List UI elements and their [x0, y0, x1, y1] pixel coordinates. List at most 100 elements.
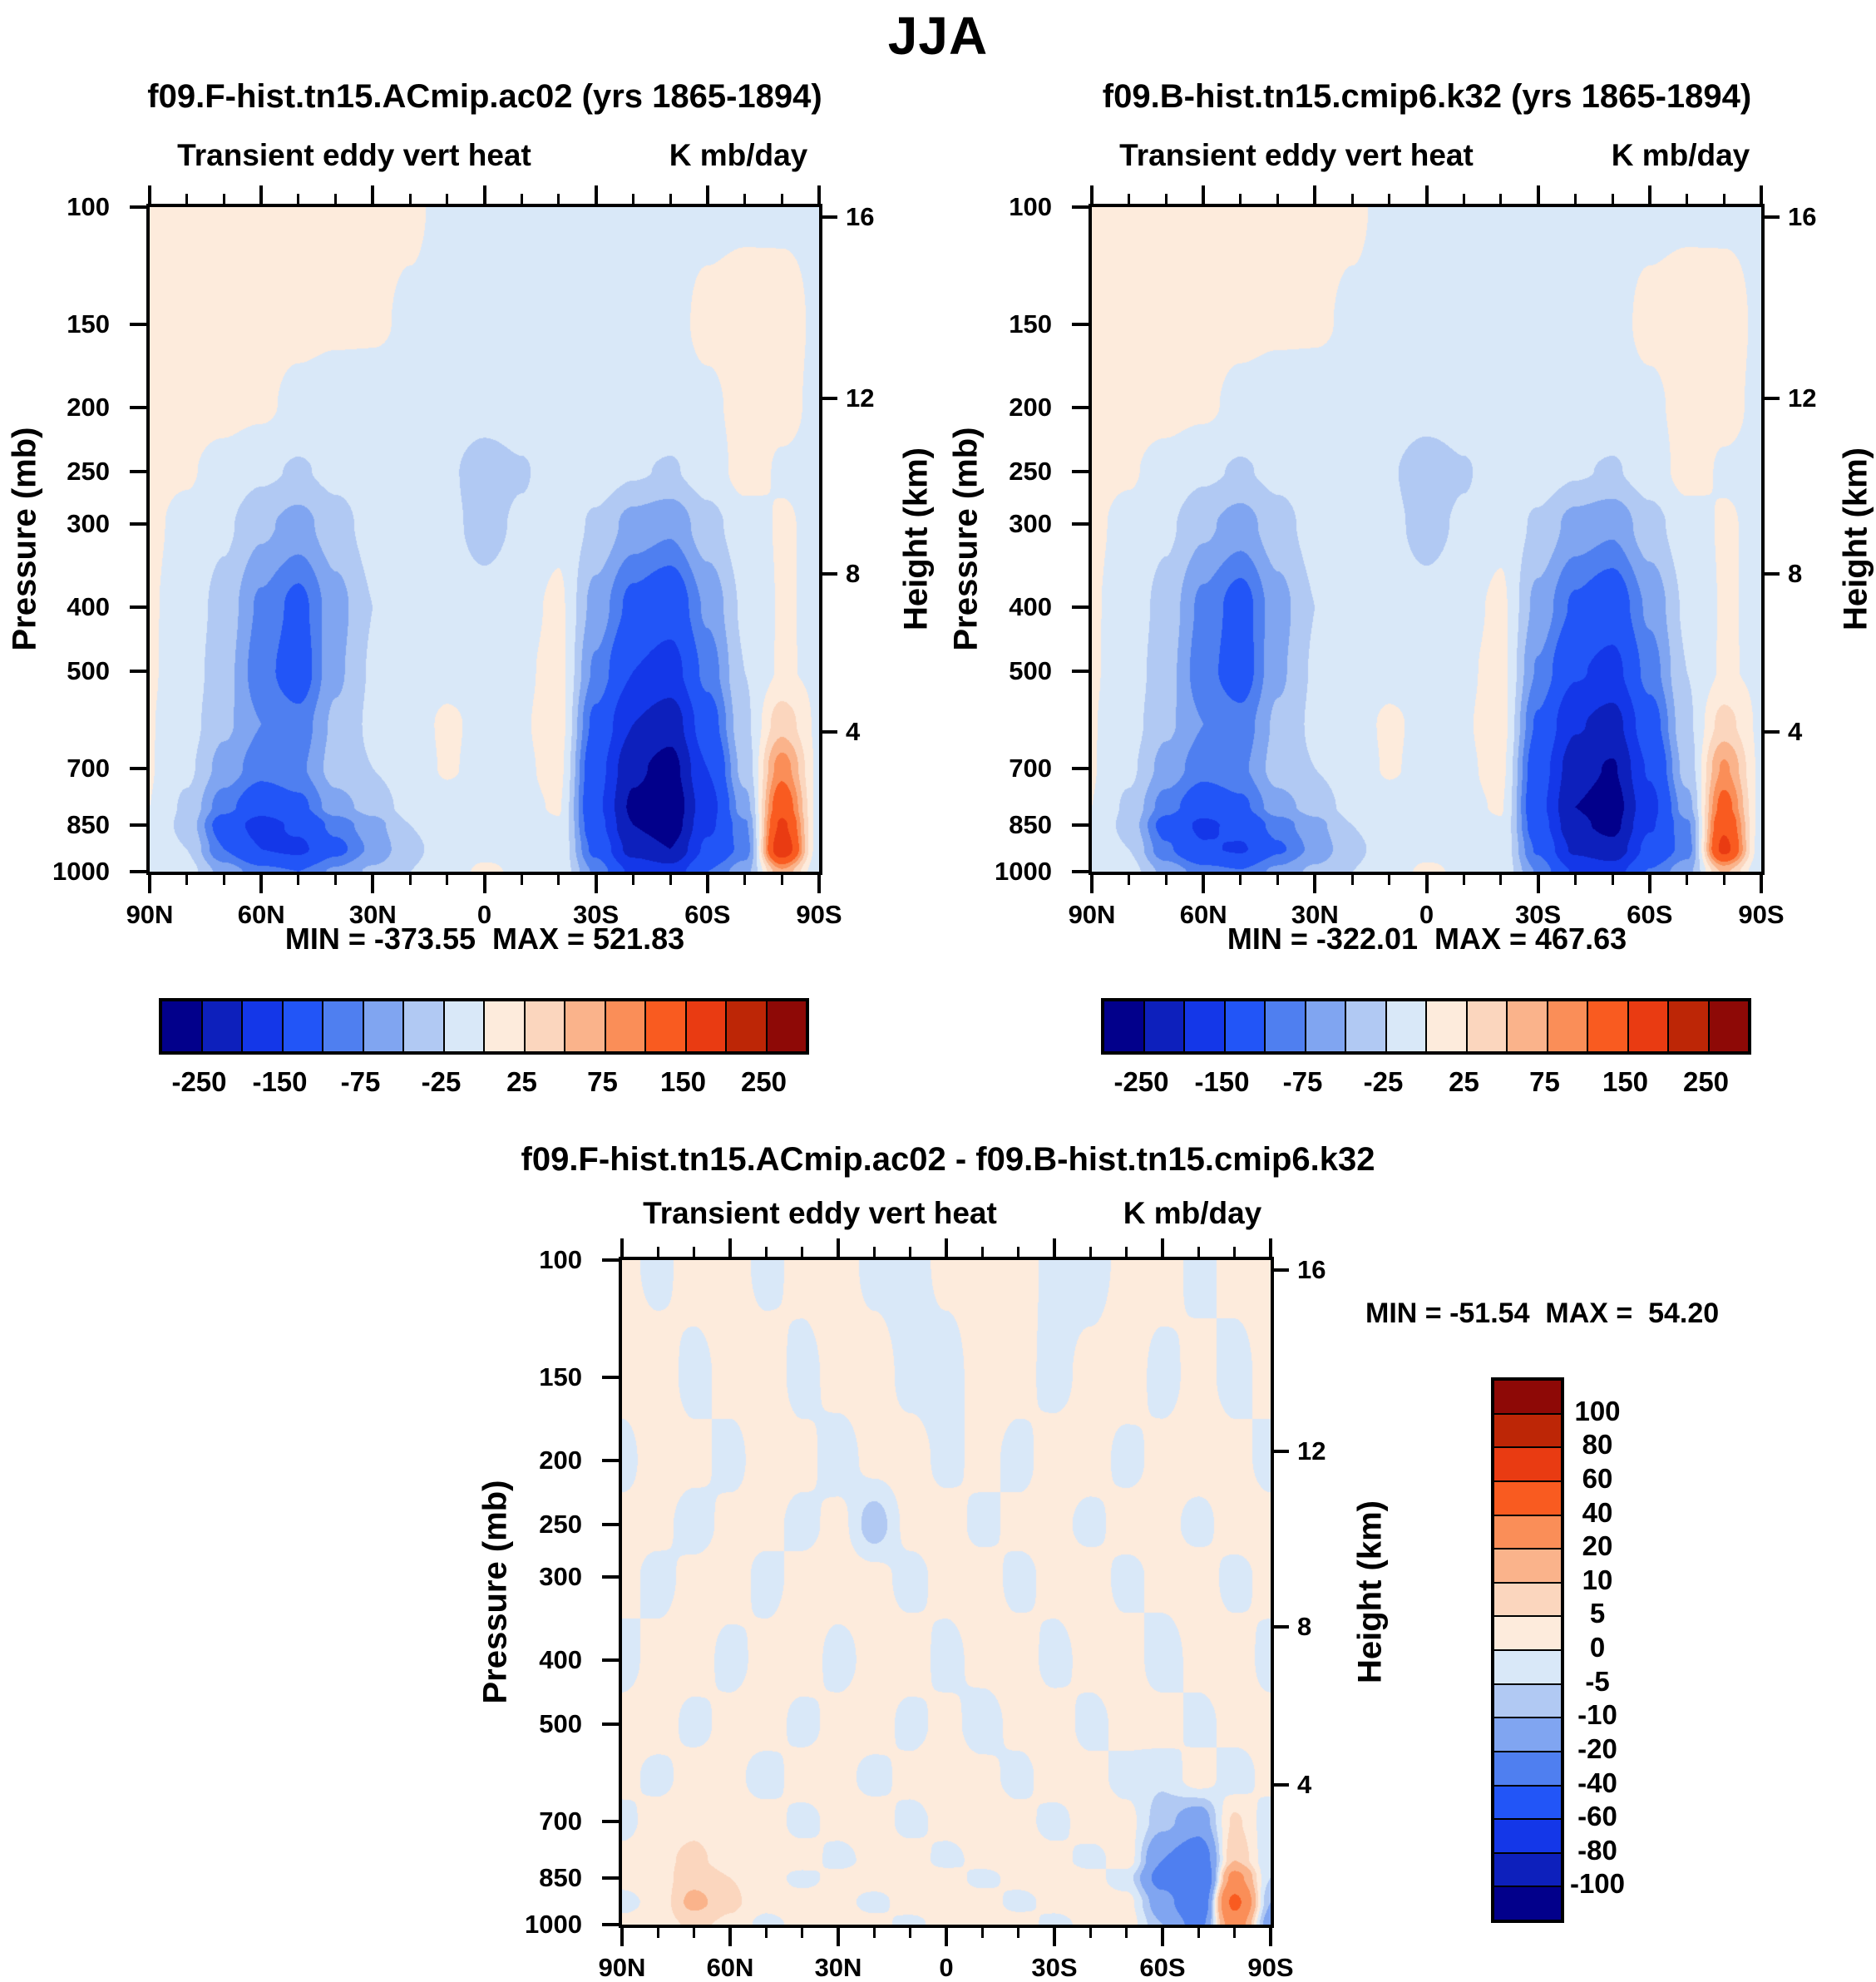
- colorbar-tick-label: 0: [1589, 1632, 1606, 1663]
- x-minor-tick-bottom: [801, 1928, 804, 1938]
- pressure-tick-label: 700: [1009, 754, 1052, 783]
- x-minor-tick-bottom: [631, 875, 634, 885]
- x-minor-tick-top: [1573, 194, 1577, 204]
- colorbar-cell: [1493, 1819, 1562, 1853]
- x-minor-tick-bottom: [669, 875, 672, 885]
- x-minor-tick-bottom: [693, 1928, 696, 1938]
- x-minor-tick-top: [222, 194, 225, 204]
- colorbar-cell: [201, 1001, 242, 1052]
- x-minor-tick-top: [872, 1247, 876, 1257]
- colorbar-cell: [363, 1001, 403, 1052]
- x-minor-tick-top: [1125, 1247, 1128, 1257]
- colorbar-cell: [1507, 1001, 1548, 1052]
- height-tick: [1765, 730, 1780, 734]
- x-major-tick-bottom: [1647, 875, 1651, 893]
- x-major-tick-bottom: [1053, 1928, 1056, 1946]
- height-tick-label: 4: [846, 717, 861, 747]
- colorbar-cell: [685, 1001, 726, 1052]
- pressure-tick: [1072, 823, 1089, 827]
- x-minor-tick-bottom: [557, 875, 560, 885]
- panel-c-minmax: MIN = -51.54 MAX = 54.20: [1365, 1297, 1720, 1329]
- colorbar-tick-label: -250: [171, 1066, 227, 1097]
- pressure-tick-label: 300: [539, 1562, 582, 1592]
- x-minor-tick-top: [1197, 1247, 1200, 1257]
- x-minor-tick-top: [780, 194, 783, 204]
- colorbar-cell: [484, 1001, 525, 1052]
- x-minor-tick-top: [334, 194, 338, 204]
- x-tick-label: 90N: [126, 900, 174, 929]
- x-minor-tick-bottom: [1233, 1928, 1237, 1938]
- colorbar-tick-label: 75: [1529, 1066, 1560, 1097]
- panel-c-contour-plot: [622, 1260, 1271, 1925]
- colorbar-cell: [1493, 1515, 1562, 1550]
- pressure-tick-label: 200: [67, 392, 110, 422]
- x-tick-label: 0: [476, 900, 492, 929]
- x-minor-tick-bottom: [1462, 875, 1465, 885]
- colorbar-tick-label: -80: [1577, 1834, 1617, 1866]
- colorbar-cell: [1305, 1001, 1345, 1052]
- height-tick: [822, 730, 837, 734]
- height-tick: [1274, 1625, 1289, 1629]
- colorbar-tick-label: -25: [421, 1066, 462, 1097]
- colorbar-cell: [1345, 1001, 1386, 1052]
- height-tick-label: 16: [1297, 1254, 1326, 1284]
- pressure-tick-label: 850: [67, 809, 110, 839]
- colorbar-cell: [1493, 1852, 1562, 1887]
- x-major-tick-bottom: [705, 875, 709, 893]
- panel-c-title: f09.F-hist.tn15.ACmip.ac02 - f09.B-hist.…: [521, 1141, 1375, 1178]
- x-minor-tick-top: [520, 194, 523, 204]
- x-tick-label: 30S: [1515, 900, 1562, 929]
- colorbar-tick-label: 100: [1574, 1395, 1621, 1426]
- x-minor-tick-top: [1686, 194, 1689, 204]
- pressure-tick-label: 850: [539, 1862, 582, 1892]
- panel-a-frame: [146, 204, 822, 875]
- x-minor-tick-top: [631, 194, 634, 204]
- figure-title: JJA: [887, 6, 989, 66]
- x-major-tick-bottom: [1202, 875, 1206, 893]
- x-minor-tick-bottom: [1611, 875, 1614, 885]
- pressure-tick-label: 1000: [52, 857, 110, 886]
- x-minor-tick-top: [669, 194, 672, 204]
- colorbar-tick-label: 25: [1449, 1066, 1479, 1097]
- height-tick-label: 8: [1297, 1612, 1312, 1642]
- colorbar-tick-label: -150: [1194, 1066, 1250, 1097]
- colorbar-tick-label: 60: [1582, 1462, 1613, 1494]
- pressure-tick-label: 100: [67, 192, 110, 221]
- panel-b-subtitle-left: Transient eddy vert heat: [1119, 138, 1474, 172]
- colorbar-tick-label: -75: [340, 1066, 381, 1097]
- x-major-tick-bottom: [594, 875, 598, 893]
- x-tick-label: 90S: [1247, 1953, 1294, 1982]
- x-minor-tick-bottom: [1350, 875, 1354, 885]
- pressure-tick: [602, 1575, 619, 1579]
- colorbar-cell: [1493, 1582, 1562, 1617]
- x-minor-tick-top: [1089, 1247, 1092, 1257]
- x-major-tick-top: [945, 1238, 948, 1257]
- pressure-tick-label: 100: [539, 1245, 582, 1274]
- pressure-tick: [130, 823, 146, 827]
- panel-b-title: f09.B-hist.tn15.cmip6.k32 (yrs 1865-1894…: [1102, 78, 1752, 115]
- colorbar-cell: [282, 1001, 323, 1052]
- panel-c-subtitle-left: Transient eddy vert heat: [643, 1196, 997, 1230]
- pressure-tick: [602, 1522, 619, 1526]
- x-major-tick-bottom: [148, 875, 151, 893]
- x-minor-tick-top: [1611, 194, 1614, 204]
- colorbar-tick-label: 25: [506, 1066, 537, 1097]
- panel-b-subtitle-right: K mb/day: [1611, 138, 1750, 172]
- pressure-tick: [130, 469, 146, 473]
- x-minor-tick-top: [764, 1247, 768, 1257]
- x-tick-label: 90N: [1068, 900, 1116, 929]
- x-minor-tick-bottom: [872, 1928, 876, 1938]
- x-major-tick-bottom: [1424, 875, 1429, 893]
- pressure-tick: [130, 767, 146, 771]
- x-major-tick-bottom: [371, 875, 375, 893]
- pressure-tick-label: 1000: [995, 857, 1052, 886]
- colorbar-tick-label: -25: [1363, 1066, 1404, 1097]
- pressure-tick: [602, 1375, 619, 1379]
- colorbar-cell: [1493, 1785, 1562, 1820]
- x-minor-tick-bottom: [297, 875, 300, 885]
- x-minor-tick-bottom: [1573, 875, 1577, 885]
- pressure-tick: [130, 405, 146, 409]
- colorbar-tick-label: -100: [1569, 1868, 1626, 1900]
- height-tick-label: 16: [846, 201, 875, 231]
- height-tick: [1765, 215, 1780, 219]
